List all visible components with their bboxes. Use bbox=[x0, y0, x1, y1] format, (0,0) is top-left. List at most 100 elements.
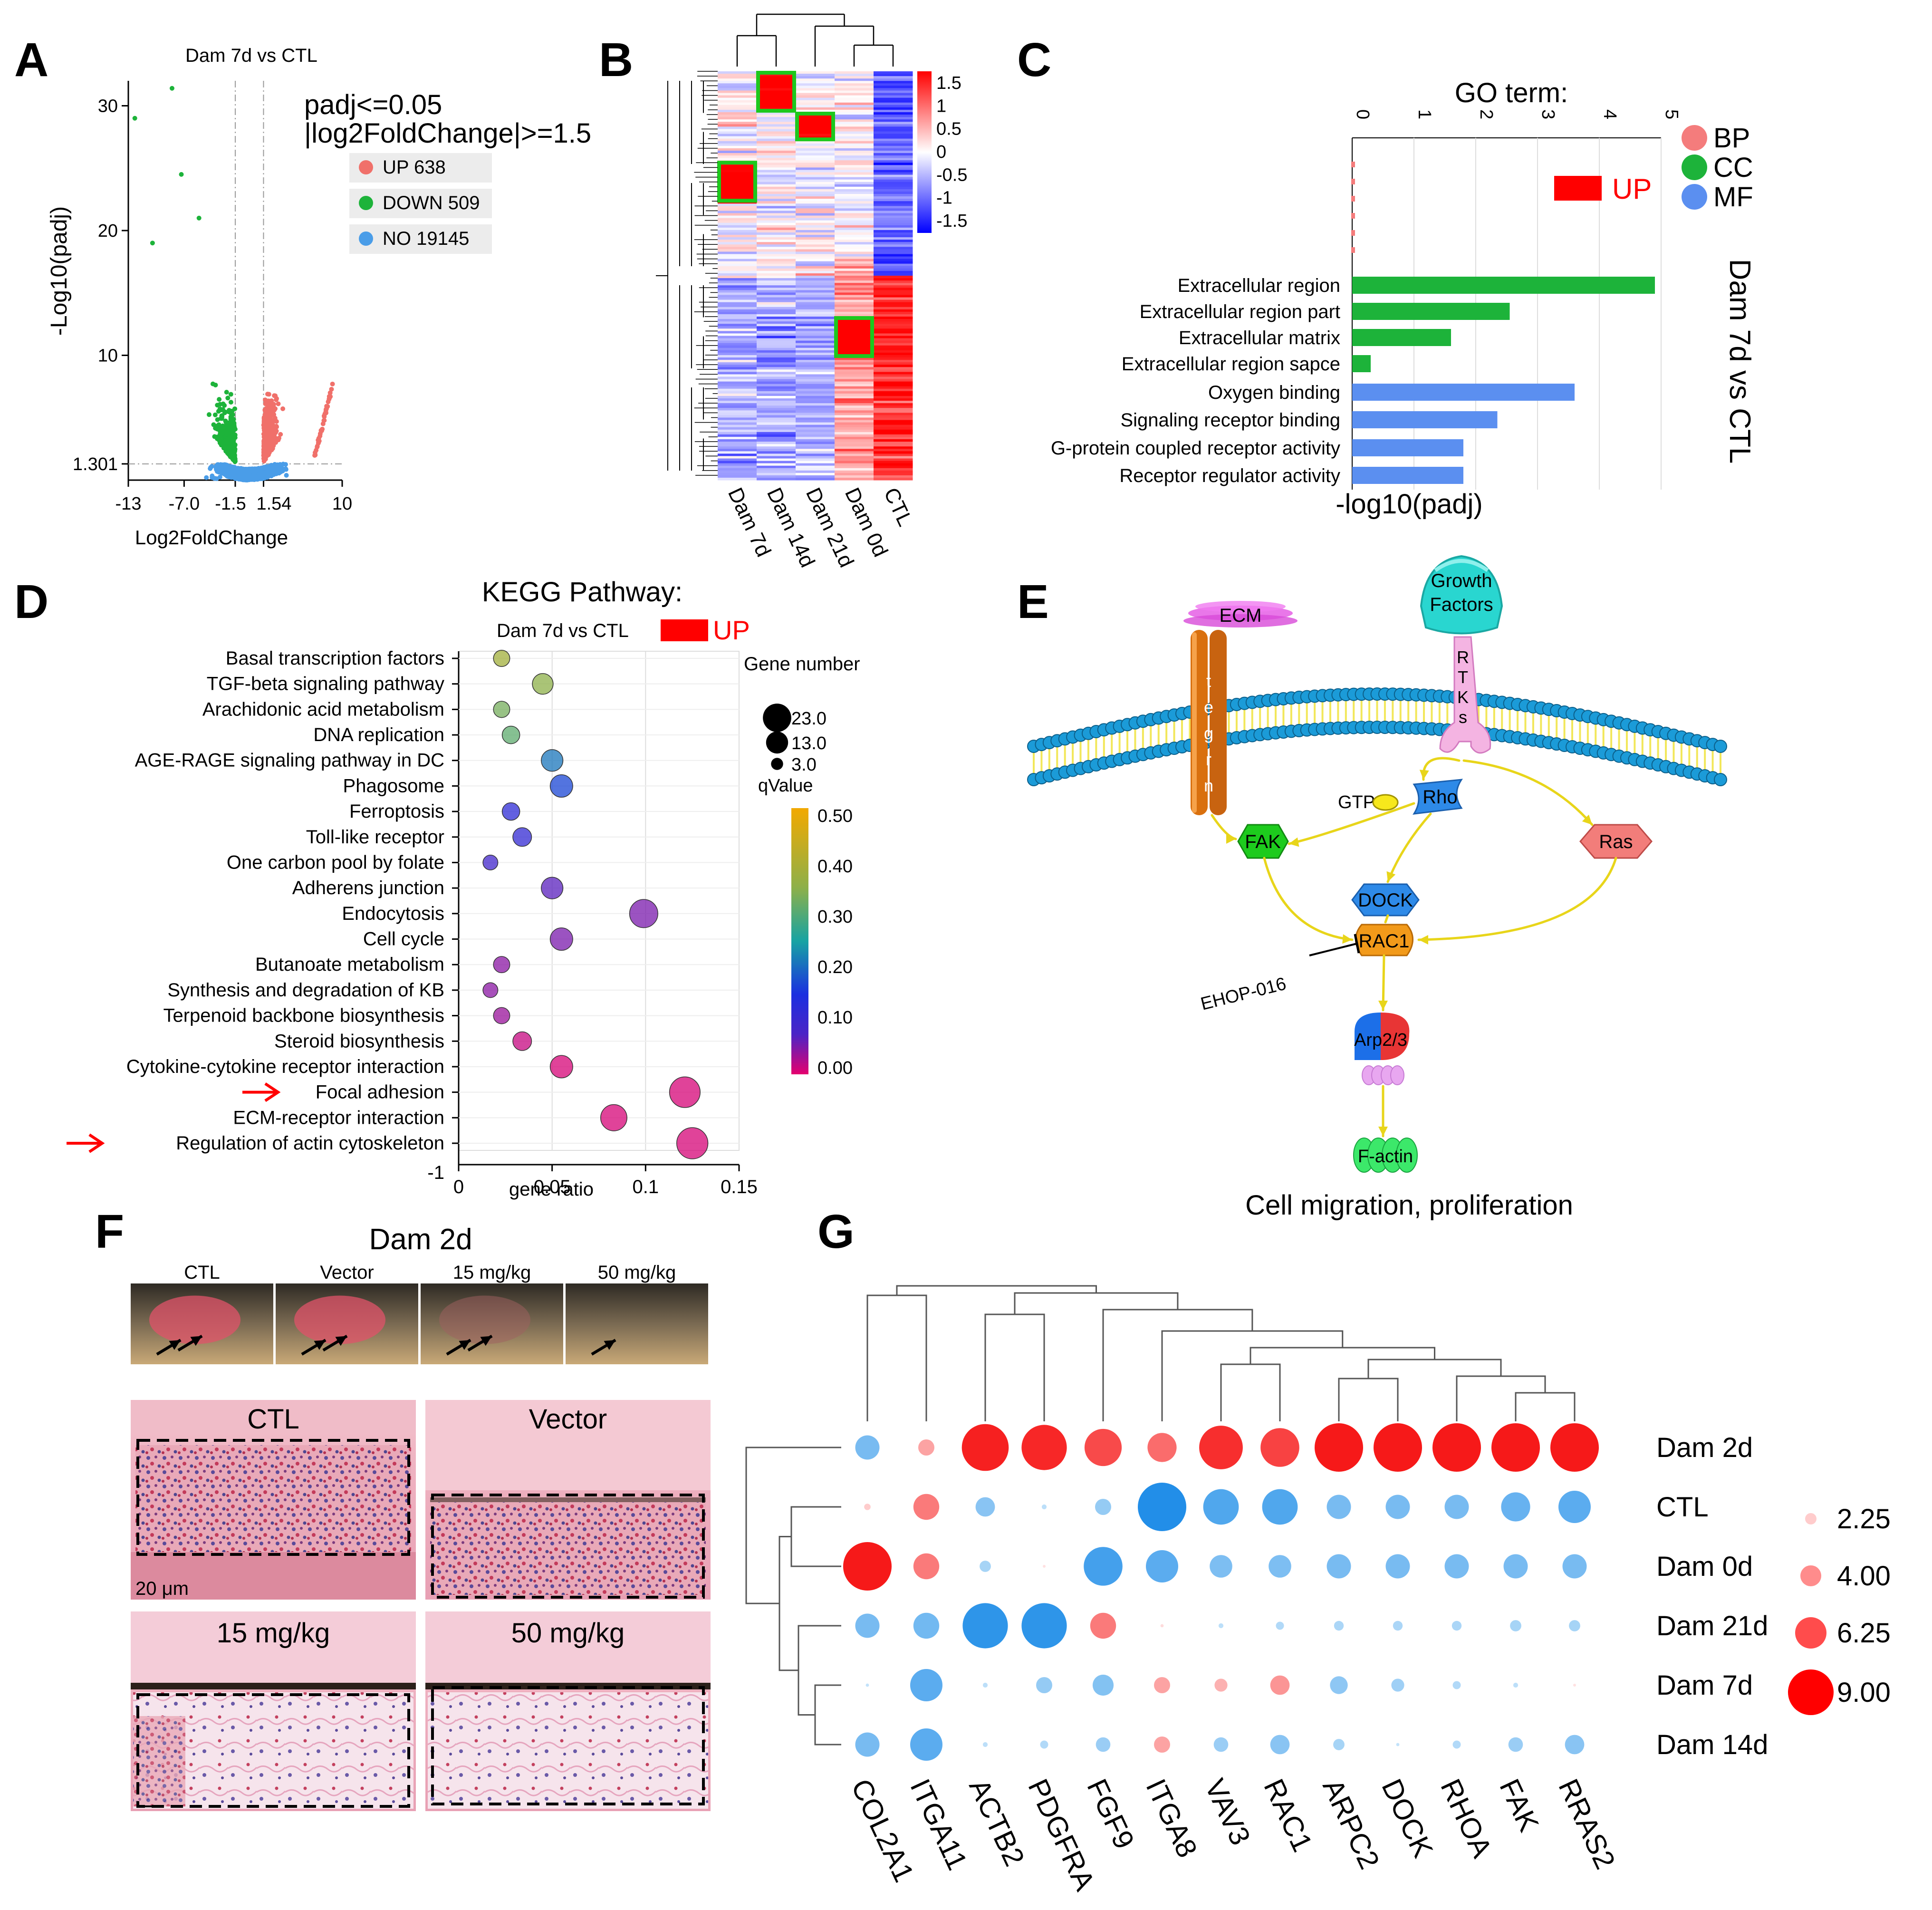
heatmap-cell bbox=[874, 83, 913, 86]
volcano-point-up bbox=[261, 447, 266, 453]
gene-label: RRAS2 bbox=[1552, 1774, 1621, 1874]
heatmap-cell bbox=[718, 138, 757, 142]
heatmap-cell bbox=[718, 172, 757, 175]
heatmap-cell bbox=[718, 256, 757, 260]
group-dendrogram bbox=[745, 1447, 841, 1746]
heatmap-cell bbox=[796, 384, 835, 387]
kegg-color-legend-label: 0.40 bbox=[817, 857, 853, 877]
heatmap-cell bbox=[757, 340, 796, 344]
panel-d: D KEGG Pathway: Dam 7d vs CTL UP 0 0.05 0.… bbox=[14, 575, 860, 1200]
heatmap-cell bbox=[874, 374, 913, 377]
kegg-pathway-label: Basal transcription factors bbox=[226, 648, 444, 669]
heatmap-cell bbox=[718, 182, 757, 185]
kegg-y-tick-label: -1 bbox=[427, 1162, 444, 1183]
heatmap-cell bbox=[874, 340, 913, 344]
heatmap-cell bbox=[835, 352, 874, 356]
heatmap-cell bbox=[757, 131, 796, 135]
gene-dot bbox=[1385, 1495, 1410, 1519]
heatmap-cell bbox=[757, 177, 796, 180]
heatmap-cell bbox=[796, 201, 835, 204]
go-bar bbox=[1352, 384, 1575, 401]
wound-area bbox=[294, 1295, 385, 1344]
heatmap-cell bbox=[718, 247, 757, 250]
heatmap-cell bbox=[757, 150, 796, 154]
gene-dot bbox=[1095, 1499, 1111, 1515]
heatmap-cell bbox=[718, 86, 757, 88]
volcano-point-down bbox=[224, 390, 229, 395]
heatmap-cell bbox=[757, 439, 796, 442]
heatmap-cell bbox=[835, 232, 874, 235]
heatmap-cell bbox=[757, 208, 796, 211]
pathway-arrow bbox=[1384, 914, 1389, 924]
heatmap-cell bbox=[835, 374, 874, 377]
pathway-arrowhead bbox=[1419, 935, 1428, 945]
heatmap-cell bbox=[718, 391, 757, 394]
heatmap-cell bbox=[796, 311, 835, 315]
heatmap-cell bbox=[796, 109, 835, 113]
pathway-arrowhead bbox=[1342, 934, 1352, 944]
panel-label-g: G bbox=[817, 1205, 855, 1258]
gene-dendrogram bbox=[866, 1285, 1576, 1421]
heatmap-cell bbox=[718, 244, 757, 247]
volcano-point-no bbox=[241, 468, 246, 473]
volcano-point-up bbox=[270, 444, 276, 449]
heatmap-cell bbox=[718, 83, 757, 86]
heatmap-cell bbox=[757, 230, 796, 233]
heatmap-cell bbox=[718, 254, 757, 257]
heatmap-cell bbox=[874, 232, 913, 235]
heatmap-cell bbox=[835, 222, 874, 226]
go-category-label: Oxygen binding bbox=[1208, 382, 1340, 403]
gene-dot bbox=[1040, 1740, 1048, 1749]
heatmap-cell bbox=[718, 126, 757, 129]
kegg-bubble bbox=[501, 725, 520, 744]
heatmap-cell bbox=[796, 422, 835, 425]
volcano-point-up bbox=[261, 415, 267, 420]
heatmap-cell bbox=[796, 141, 835, 144]
volcano-point-no bbox=[221, 470, 226, 475]
volcano-point-no bbox=[259, 466, 264, 471]
heatmap-cell bbox=[874, 338, 913, 341]
heatmap-cell bbox=[757, 285, 796, 288]
region-box bbox=[431, 1686, 705, 1805]
kegg-x-axis-label: gene ratio bbox=[509, 1179, 594, 1200]
heatmap-cell bbox=[874, 461, 913, 464]
gene-dot bbox=[1154, 1736, 1170, 1753]
heatmap-cell bbox=[718, 444, 757, 447]
heatmap-cell bbox=[835, 314, 874, 317]
kegg-legends: 23.0 13.03.0 0.50 0.40 0.30 0.20 0.10 0.00 bbox=[763, 704, 853, 1078]
heatmap-cell bbox=[835, 434, 874, 437]
kegg-pathway-label: Butanoate metabolism bbox=[255, 954, 444, 975]
gene-dot bbox=[982, 1742, 988, 1747]
wound-area bbox=[149, 1295, 240, 1344]
heatmap-cell bbox=[796, 261, 835, 264]
heatmap-cell bbox=[796, 148, 835, 151]
heatmap-cell bbox=[796, 297, 835, 300]
heatmap-cell bbox=[835, 189, 874, 192]
heatmap-cell bbox=[757, 141, 796, 144]
go-bar-bp bbox=[1351, 213, 1355, 219]
heatmap-cell bbox=[874, 434, 913, 437]
heatmap-cell bbox=[757, 218, 796, 221]
gene-dot bbox=[913, 1494, 940, 1520]
gene-dot bbox=[1270, 1675, 1290, 1695]
heatmap-cell bbox=[835, 225, 874, 228]
heatmap-cell bbox=[874, 278, 913, 281]
heatmap-cell bbox=[718, 100, 757, 103]
heatmap-cell bbox=[874, 100, 913, 103]
heatmap-cell bbox=[835, 417, 874, 421]
volcano-point-up bbox=[271, 403, 276, 408]
dendrogram-branch bbox=[1220, 1363, 1281, 1421]
heatmap-cell bbox=[757, 470, 796, 473]
heatmap-cell bbox=[835, 247, 874, 250]
heatmap-cell bbox=[718, 196, 757, 199]
wound-area bbox=[439, 1295, 530, 1344]
heatmap-cell bbox=[835, 186, 874, 190]
histology-label: 50 mg/kg bbox=[511, 1618, 625, 1649]
photo-arrowhead bbox=[314, 1340, 326, 1350]
go-category-label: Extracellular region part bbox=[1140, 301, 1340, 322]
heatmap-cell bbox=[874, 379, 913, 382]
heatmap-column-dendrogram bbox=[736, 13, 894, 67]
go-category-label: Extracellular region sapce bbox=[1122, 354, 1340, 375]
heatmap-cell bbox=[835, 167, 874, 170]
group-label: CTL bbox=[1656, 1492, 1709, 1523]
